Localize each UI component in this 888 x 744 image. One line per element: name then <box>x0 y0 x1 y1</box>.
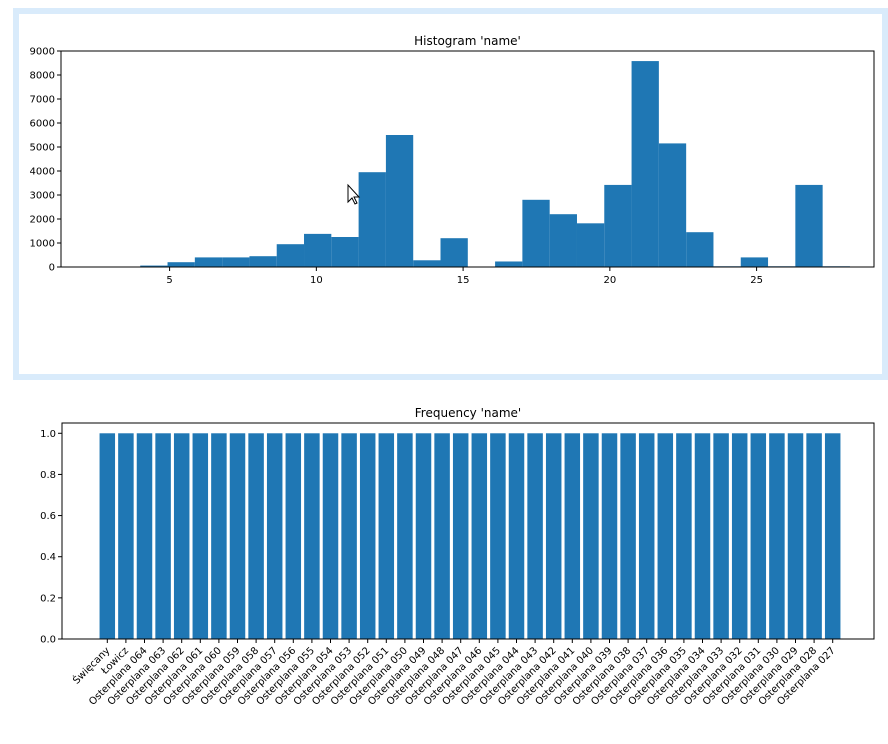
histogram-bar <box>495 261 523 267</box>
histogram-bar <box>604 184 632 267</box>
histogram-bar <box>631 61 659 267</box>
frequency-bar <box>787 433 804 639</box>
frequency-bar <box>620 433 636 639</box>
histogram-bar <box>385 135 414 267</box>
histogram-title: Histogram 'name' <box>414 34 521 48</box>
histogram-xtick-label: 25 <box>750 275 763 286</box>
histogram-bar <box>658 143 687 267</box>
frequency-bar <box>434 433 450 639</box>
mouse-pointer-icon <box>347 183 361 205</box>
frequency-bar <box>508 433 525 639</box>
frequency-bar <box>601 433 618 639</box>
frequency-bar <box>415 433 432 639</box>
histogram-ytick-label: 4000 <box>30 167 55 178</box>
frequency-bar <box>545 433 562 639</box>
histogram-ytick-label: 6000 <box>30 119 55 130</box>
histogram-bar <box>740 257 769 267</box>
frequency-bar <box>490 433 506 639</box>
frequency-ytick-label: 0.4 <box>40 552 56 563</box>
histogram-panel-selected[interactable] <box>13 8 888 380</box>
frequency-bar <box>750 433 767 639</box>
frequency-bar <box>824 433 841 639</box>
frequency-bar <box>527 433 543 639</box>
frequency-bar <box>731 433 748 639</box>
histogram-xtick-label: 15 <box>457 275 470 286</box>
histogram-bar <box>194 257 223 267</box>
histogram-ytick-label: 5000 <box>30 143 55 154</box>
frequency-ytick-label: 0.8 <box>40 470 56 481</box>
histogram-bar <box>440 238 468 267</box>
frequency-bar <box>173 433 190 639</box>
frequency-axes-frame <box>61 422 875 640</box>
histogram-xtick-label: 20 <box>603 275 616 286</box>
frequency-bar <box>322 433 339 639</box>
histogram-ytick-label: 7000 <box>30 95 55 106</box>
histogram-bar <box>167 262 195 267</box>
histogram-bar <box>331 237 359 267</box>
histogram-bar <box>222 257 250 267</box>
frequency-bar <box>211 433 227 639</box>
frequency-chart[interactable]: Frequency 'name'0.00.20.40.60.81.0Święca… <box>40 406 875 708</box>
histogram-chart[interactable]: Histogram 'name' 0 1000 2000 3000 4000 5000 600… <box>30 34 875 286</box>
frequency-bar <box>397 433 413 639</box>
frequency-bar <box>248 433 264 639</box>
frequency-bar <box>713 433 729 639</box>
frequency-bar <box>118 433 134 639</box>
histogram-ytick-label: 8000 <box>30 71 55 82</box>
histogram-axes-frame <box>60 50 875 268</box>
frequency-bar <box>285 433 302 639</box>
histogram-ytick-label: 2000 <box>30 215 55 226</box>
histogram-bar <box>140 265 168 267</box>
frequency-ytick-label: 0.0 <box>40 635 56 646</box>
histogram-xtick-label: 5 <box>166 275 172 286</box>
frequency-bar <box>676 433 692 639</box>
frequency-ytick-label: 1.0 <box>40 429 56 440</box>
histogram-bar <box>549 214 577 267</box>
histogram-bar <box>276 244 305 267</box>
frequency-bar <box>657 433 674 639</box>
histogram-ytick-label: 3000 <box>30 191 55 202</box>
histogram-bar <box>413 260 441 267</box>
frequency-ytick-label: 0.2 <box>40 593 56 604</box>
frequency-bar <box>192 433 209 639</box>
histogram-bar <box>249 256 277 267</box>
frequency-bar <box>99 433 116 639</box>
histogram-bar <box>795 184 823 267</box>
histogram-bar <box>358 172 386 267</box>
frequency-bar <box>583 433 599 639</box>
frequency-bar <box>564 433 581 639</box>
histogram-ytick-label: 9000 <box>30 47 55 58</box>
histogram-bar <box>576 223 605 267</box>
frequency-bar <box>471 433 488 639</box>
histogram-ytick-label: 1000 <box>30 239 55 250</box>
frequency-bar <box>155 433 171 639</box>
histogram-bar <box>686 232 714 267</box>
frequency-bar <box>359 433 376 639</box>
histogram-ytick-label: 0 <box>49 263 55 274</box>
frequency-bar <box>638 433 655 639</box>
frequency-bar <box>452 433 469 639</box>
frequency-bar <box>806 433 822 639</box>
histogram-xtick-label: 10 <box>310 275 323 286</box>
frequency-bar <box>694 433 711 639</box>
histogram-bar <box>304 233 332 267</box>
frequency-bar <box>769 433 785 639</box>
frequency-bar <box>304 433 320 639</box>
frequency-title: Frequency 'name' <box>415 406 521 420</box>
frequency-bar <box>378 433 395 639</box>
frequency-bar <box>229 433 246 639</box>
frequency-bar <box>136 433 153 639</box>
frequency-bar <box>341 433 357 639</box>
frequency-ytick-label: 0.6 <box>40 511 56 522</box>
frequency-bar <box>266 433 283 639</box>
histogram-bar <box>522 199 550 267</box>
